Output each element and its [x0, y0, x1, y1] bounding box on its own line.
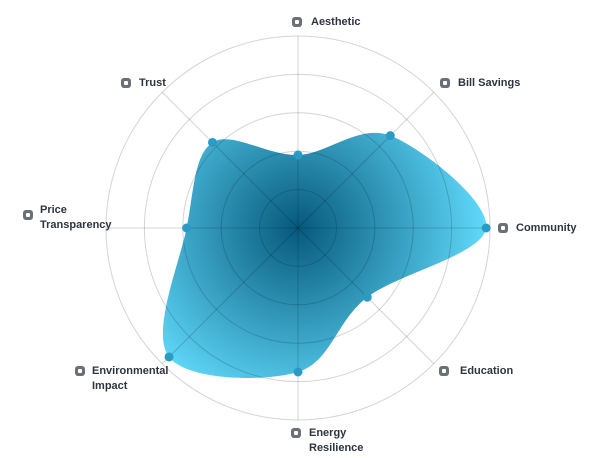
data-point: [385, 131, 395, 141]
label-icon: [75, 366, 85, 376]
label-icon: [292, 17, 302, 27]
data-point: [207, 137, 217, 147]
data-point: [293, 150, 303, 160]
axis-label: Bill Savings: [458, 77, 521, 89]
grid-ring: [259, 189, 337, 267]
axis-label: Community: [516, 222, 577, 234]
icon-detail: [501, 226, 505, 230]
icon-detail: [124, 81, 128, 85]
spoke: [161, 227, 299, 365]
axis-label: Aesthetic: [311, 16, 361, 28]
icon-detail: [295, 20, 299, 24]
label-icon: [440, 78, 450, 88]
label-icon: [439, 366, 449, 376]
label-icon: [23, 210, 33, 220]
axis-label: Environmental Impact: [92, 365, 169, 392]
icon-detail: [78, 369, 82, 373]
icon-detail: [294, 431, 298, 435]
data-point: [362, 292, 372, 302]
icon-detail: [442, 369, 446, 373]
axis-label: Trust: [139, 77, 166, 89]
icon-detail: [443, 81, 447, 85]
axis-label: Education: [460, 365, 514, 377]
axis-label: Price Transparency: [40, 204, 112, 231]
spoke: [297, 91, 435, 229]
data-point: [182, 223, 192, 233]
grid-ring: [143, 73, 453, 383]
spoke: [161, 91, 299, 229]
icon-detail: [26, 213, 30, 217]
data-point: [164, 352, 174, 362]
label-icon: [291, 428, 301, 438]
label-icon: [121, 78, 131, 88]
data-point: [481, 223, 491, 233]
data-point: [293, 367, 303, 377]
radar-area: [162, 132, 487, 378]
axis-label: Energy Resilience: [309, 427, 364, 454]
label-icon: [498, 223, 508, 233]
